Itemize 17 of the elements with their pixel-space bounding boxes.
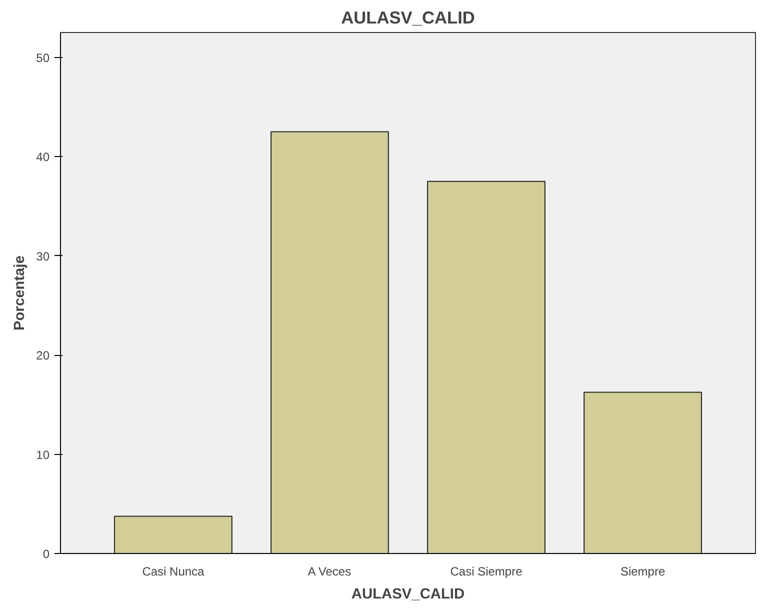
x-tick-label: Casi Nunca (142, 564, 205, 578)
chart-title: AULASV_CALID (341, 8, 475, 28)
y-tick-label: 40 (36, 150, 50, 164)
y-tick-label: 0 (42, 547, 50, 561)
y-tick-label: 20 (36, 348, 50, 363)
bar (270, 131, 389, 554)
x-tick-label: Casi Siempre (450, 564, 523, 578)
y-tick-label: 50 (36, 50, 50, 65)
bar (114, 516, 232, 554)
bar (427, 180, 546, 554)
y-tick-label: 10 (36, 448, 50, 462)
x-tick-label: Siempre (620, 564, 666, 578)
x-tick-label: A Veces (308, 564, 352, 578)
bar (584, 392, 702, 554)
y-tick-label: 30 (36, 249, 50, 264)
y-axis-title: Porcentaje (12, 256, 28, 330)
x-axis-title: AULASV_CALID (351, 586, 465, 602)
